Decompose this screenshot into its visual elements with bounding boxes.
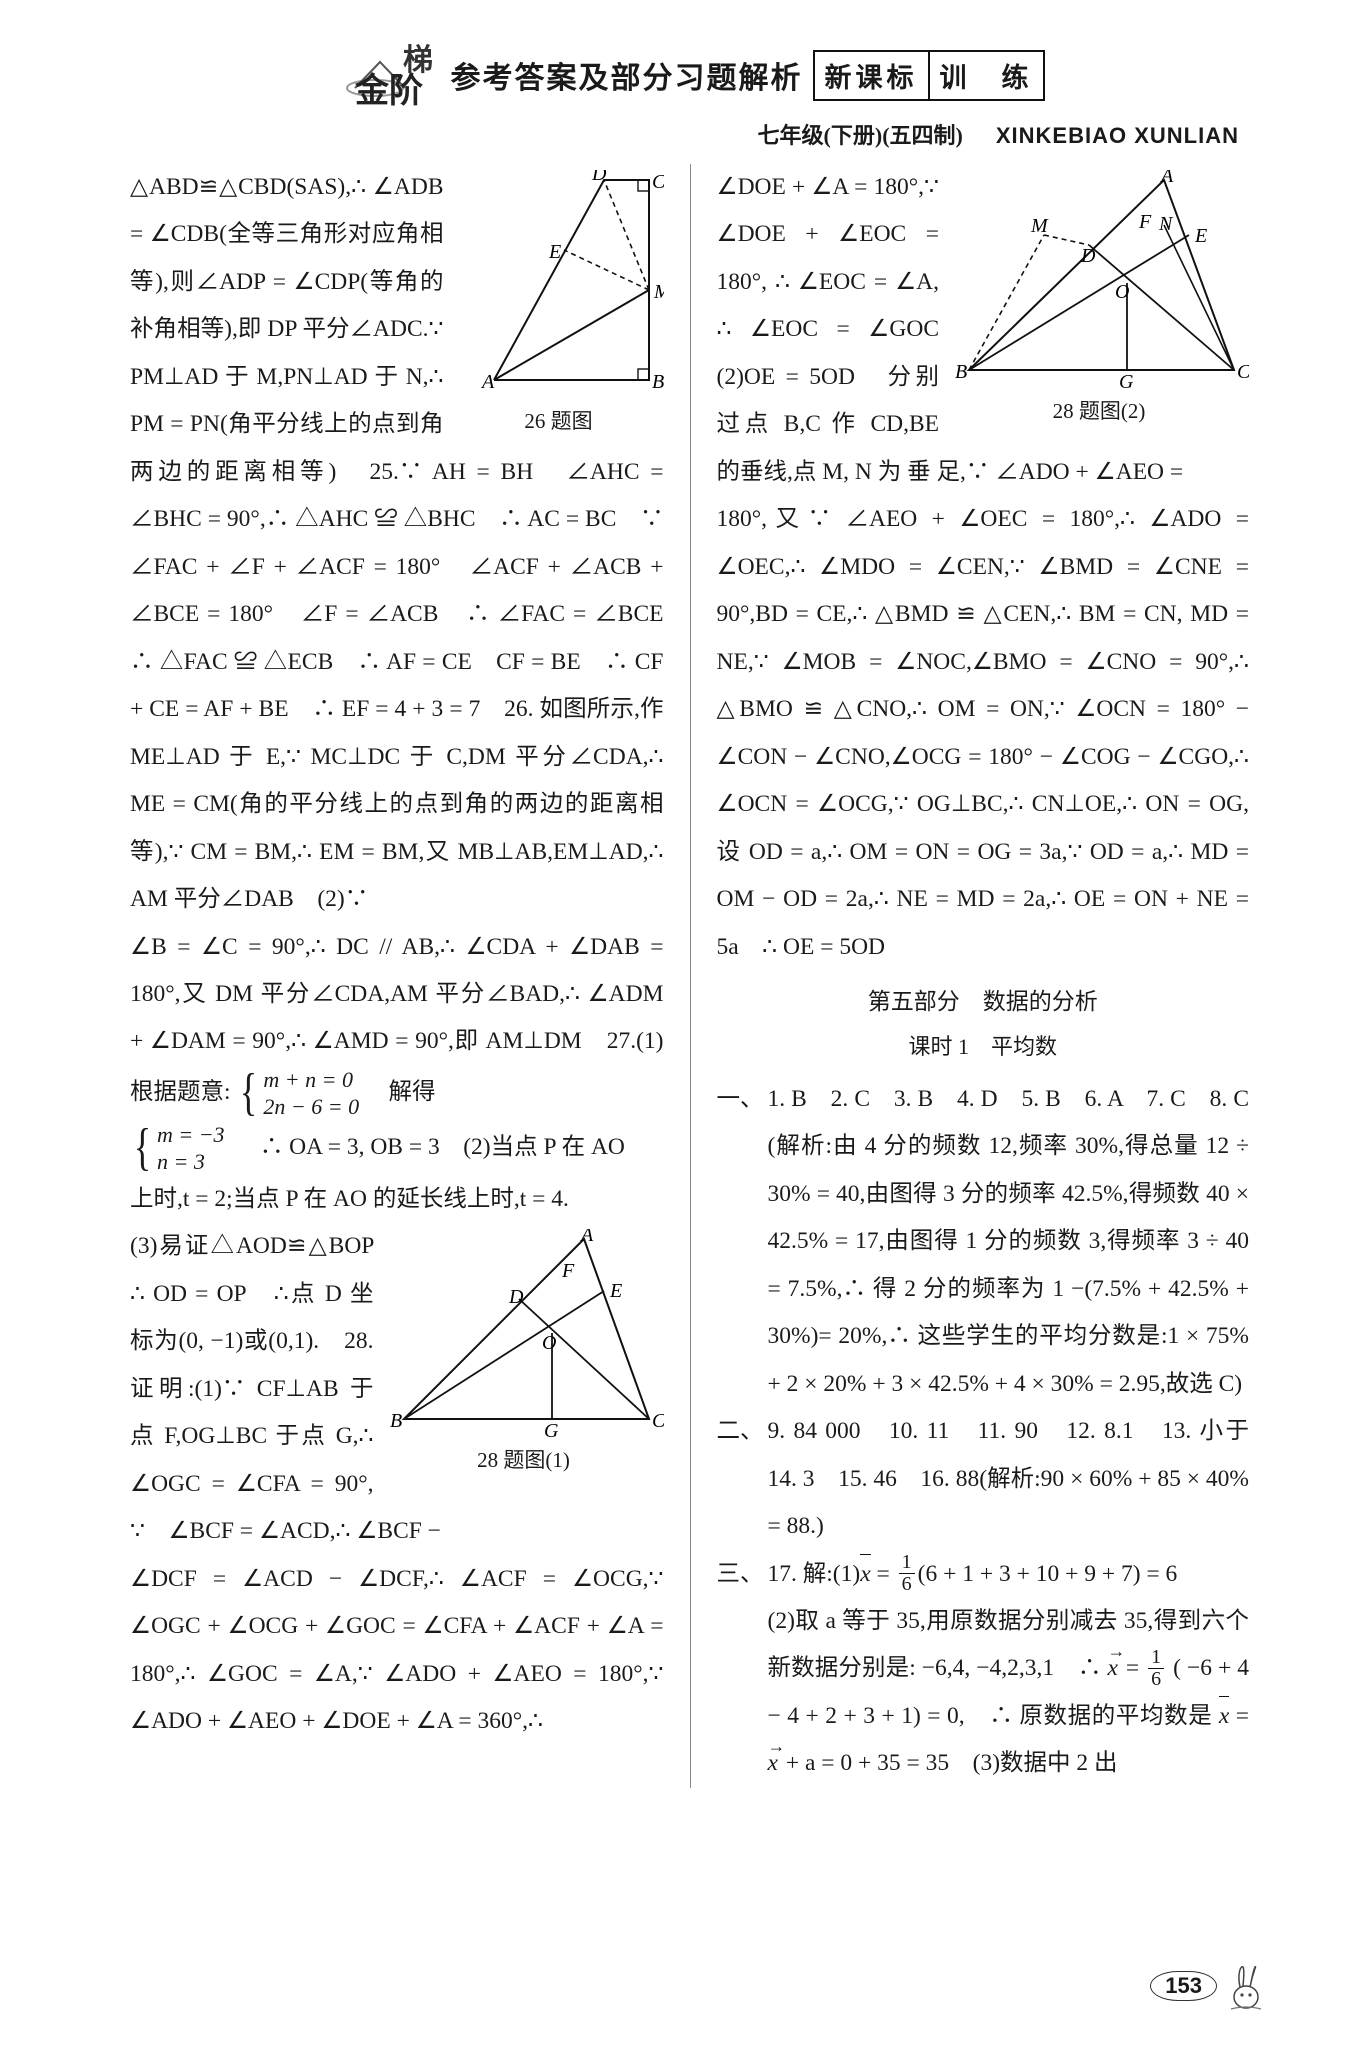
part-2-row: 二、 9. 84 000 10. 11 11. 90 12. 8.1 13. 小…: [717, 1408, 1250, 1550]
svg-text:D: D: [591, 170, 607, 185]
xvec-2: x: [768, 1740, 780, 1787]
svg-text:O: O: [542, 1332, 556, 1354]
part-1-row: 一、 1. B 2. C 3. B 4. D 5. B 6. A 7. C 8.…: [717, 1076, 1250, 1408]
subtitle-row: 七年级(下册)(五四制) XINKEBIAO XUNLIAN: [130, 118, 1249, 150]
xbar-2: x: [1219, 1693, 1229, 1740]
xbar-1: x: [860, 1551, 870, 1598]
document-page: 金阶 梯 参考答案及部分习题解析 新课标 训 练 七年级(下册)(五四制) XI…: [0, 0, 1359, 2047]
figure-28-1: A B C D E F G O 28 题图(1): [384, 1229, 664, 1481]
lesson-1-title: 课时 1 平均数: [717, 1025, 1250, 1069]
sys2-line2: n = 3: [157, 1148, 225, 1176]
part-1-body: 1. B 2. C 3. B 4. D 5. B 6. A 7. C 8. C …: [768, 1076, 1250, 1408]
fraction-1-6-a: 16: [899, 1552, 915, 1595]
sys1-line2: 2n − 6 = 0: [263, 1093, 359, 1121]
sys1-line1: m + n = 0: [263, 1066, 359, 1094]
left-block-sys2: { m = −3 n = 3 ∴ OA = 3, OB = 3 (2)当点 P …: [130, 1121, 664, 1176]
svg-text:B: B: [652, 371, 664, 393]
xvec-1: x: [1107, 1645, 1119, 1692]
svg-text:A: A: [1159, 170, 1174, 187]
page-header: 金阶 梯 参考答案及部分习题解析 新课标 训 练: [130, 40, 1249, 110]
svg-text:E: E: [1194, 225, 1207, 247]
p3-17-tail: (6 + 1 + 3 + 10 + 9 + 7) = 6: [918, 1561, 1178, 1587]
svg-text:A: A: [480, 371, 495, 393]
left-after-sys2: ∴ OA = 3, OB = 3 (2)当点 P 在 AO: [260, 1134, 625, 1160]
part-3-label: 三、: [717, 1551, 768, 1788]
part-2-label: 二、: [717, 1408, 768, 1550]
svg-text:G: G: [544, 1420, 559, 1439]
part-2-body: 9. 84 000 10. 11 11. 90 12. 8.1 13. 小于 1…: [768, 1408, 1250, 1550]
figure-26: A B C D E M 26 题图: [454, 170, 664, 442]
svg-text:C: C: [652, 1410, 664, 1432]
svg-text:F: F: [561, 1260, 575, 1282]
p3-17-prefix: 17. 解:(1): [768, 1561, 861, 1587]
p3-2d: =: [1229, 1703, 1249, 1729]
logo-text-side: 梯: [403, 44, 433, 77]
svg-text:E: E: [548, 241, 561, 263]
right-block-2: 180°,又∵ ∠AEO + ∠OEC = 180°,∴ ∠ADO = ∠OEC…: [717, 496, 1250, 971]
p3-17-mid: =: [871, 1561, 896, 1587]
part-3-row: 三、 17. 解:(1)x = 16(6 + 1 + 3 + 10 + 9 + …: [717, 1551, 1250, 1788]
main-title: 参考答案及部分习题解析: [451, 53, 803, 97]
left-block-3a: 上时,t = 2;当点 P 在 AO 的延长线上时,t = 4.: [130, 1176, 664, 1223]
subtitle-cn: 七年级(下册)(五四制): [758, 123, 963, 148]
part-1-label: 一、: [717, 1076, 768, 1408]
svg-text:D: D: [508, 1286, 524, 1308]
figure-28-1-caption: 28 题图(1): [384, 1439, 664, 1481]
frac-den: 6: [899, 1574, 915, 1595]
svg-text:F: F: [1138, 211, 1152, 233]
svg-text:D: D: [1080, 245, 1096, 267]
svg-text:M: M: [653, 281, 664, 303]
two-column-body: A B C D E M 26 题图 △ABD≌△CBD(SAS),∴ ∠ADB …: [130, 164, 1249, 1788]
frac-den-b: 6: [1148, 1669, 1164, 1690]
svg-text:A: A: [579, 1229, 594, 1246]
svg-text:G: G: [1119, 371, 1134, 390]
svg-text:M: M: [1030, 215, 1049, 237]
title-boxes: 新课标 训 练: [813, 50, 1045, 101]
sys2-line1: m = −3: [157, 1121, 225, 1149]
figure-28-2-caption: 28 题图(2): [949, 390, 1249, 432]
figure-28-2: A B C D E F G M N O 28 题图(2): [949, 170, 1249, 432]
box-xunlian: 训 练: [930, 50, 1045, 101]
left-column: A B C D E M 26 题图 △ABD≌△CBD(SAS),∴ ∠ADB …: [130, 164, 690, 1788]
brand-logo: 金阶 梯: [335, 40, 435, 110]
svg-text:B: B: [955, 361, 967, 383]
left-block-4: ∠DCF = ∠ACD − ∠DCF,∴ ∠ACF = ∠OCG,∵ ∠OGC …: [130, 1556, 664, 1746]
figure-26-caption: 26 题图: [454, 400, 664, 442]
equation-system-2: { m = −3 n = 3: [130, 1121, 225, 1176]
title-row: 参考答案及部分习题解析 新课标 训 练: [451, 50, 1045, 101]
bunny-icon: [1223, 1961, 1269, 2011]
page-number: 153: [1150, 1971, 1217, 2001]
frac-num-b: 1: [1148, 1647, 1164, 1669]
right-block-1: A B C D E F G M N O 28 题图(2) ∠DOE + ∠A =…: [717, 164, 1250, 496]
page-footer: 153: [1150, 1961, 1269, 2011]
svg-text:B: B: [390, 1410, 402, 1432]
section-5-title: 第五部分 数据的分析: [717, 979, 1250, 1025]
svg-text:C: C: [652, 171, 664, 193]
part-3-body: 17. 解:(1)x = 16(6 + 1 + 3 + 10 + 9 + 7) …: [768, 1551, 1250, 1788]
svg-text:N: N: [1158, 213, 1174, 235]
left-block-28a: A B C D E F G O 28 题图(1) (3)易证△AOD≌△BOP …: [130, 1223, 664, 1555]
box-xinkebiao: 新课标: [813, 50, 930, 101]
equation-system-1: { m + n = 0 2n − 6 = 0: [236, 1066, 359, 1121]
svg-text:E: E: [609, 1280, 622, 1302]
left-after-sys1: 解得: [365, 1079, 436, 1105]
frac-num: 1: [899, 1552, 915, 1574]
fraction-1-6-b: 16: [1148, 1647, 1164, 1690]
svg-text:O: O: [1115, 281, 1129, 303]
right-column: A B C D E F G M N O 28 题图(2) ∠DOE + ∠A =…: [690, 164, 1250, 1788]
p3-2e: + a = 0 + 35 = 35 (3)数据中 2 出: [780, 1750, 1118, 1776]
subtitle-pinyin: XINKEBIAO XUNLIAN: [996, 123, 1239, 148]
left-block-2: ∠B = ∠C = 90°,∴ DC // AB,∴ ∠CDA + ∠DAB =…: [130, 924, 664, 1121]
left-block-1: A B C D E M 26 题图 △ABD≌△CBD(SAS),∴ ∠ADB …: [130, 164, 664, 924]
svg-text:C: C: [1237, 361, 1249, 383]
